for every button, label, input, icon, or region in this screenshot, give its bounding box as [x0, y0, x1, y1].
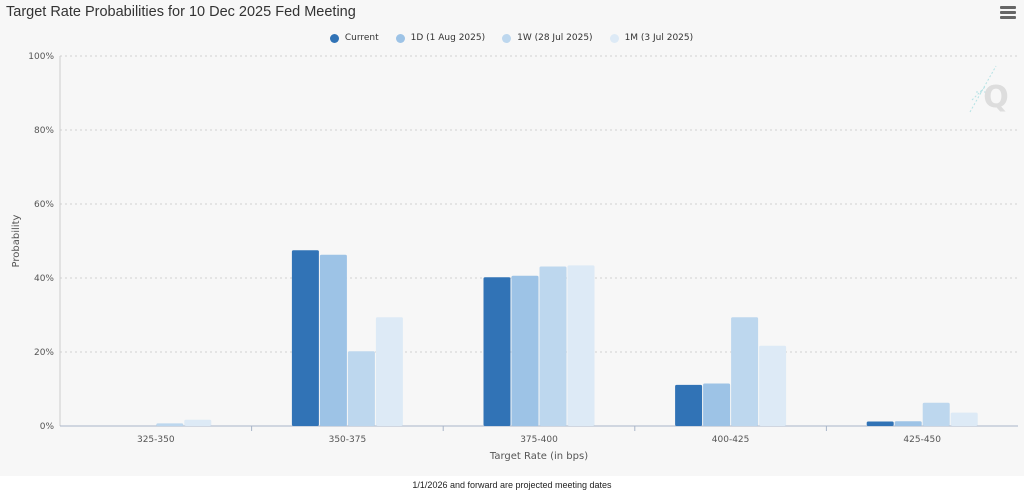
bar-400-425-1d[interactable]	[703, 383, 731, 426]
bar-375-400-1w[interactable]	[539, 266, 567, 426]
x-tick-label: 350-375	[329, 435, 367, 445]
legend-item-1m[interactable]: 1M (3 Jul 2025)	[609, 33, 694, 43]
legend-marker-icon	[502, 33, 512, 43]
bar-400-425-current[interactable]	[675, 384, 703, 426]
chart-legend: Current 1D (1 Aug 2025) 1W (28 Jul 2025)…	[0, 33, 1024, 43]
y-tick-label: 60%	[34, 200, 54, 210]
legend-label: 1W (28 Jul 2025)	[517, 33, 593, 43]
y-tick-label: 80%	[34, 126, 54, 136]
legend-label: 1M (3 Jul 2025)	[624, 33, 694, 43]
y-tick-label: 100%	[28, 52, 54, 62]
bar-325-350-1w[interactable]	[156, 423, 184, 426]
y-axis-title: Probability	[11, 214, 22, 267]
bar-375-400-1d[interactable]	[511, 275, 539, 426]
chart-panel: Target Rate Probabilities for 10 Dec 202…	[0, 4, 1024, 462]
x-tick-label: 325-350	[137, 435, 175, 445]
hamburger-menu-icon[interactable]	[1000, 6, 1016, 20]
legend-marker-icon	[395, 33, 405, 43]
bar-325-350-1m[interactable]	[184, 419, 212, 426]
bar-425-450-current[interactable]	[866, 421, 894, 426]
footnote: 1/1/2026 and forward are projected meeti…	[412, 480, 612, 490]
legend-item-1w[interactable]: 1W (28 Jul 2025)	[502, 33, 593, 43]
bar-350-375-current[interactable]	[291, 250, 319, 426]
bar-425-450-1m[interactable]	[950, 412, 978, 426]
y-tick-label: 0%	[40, 422, 55, 432]
axes	[59, 56, 1018, 431]
legend-marker-icon	[609, 33, 619, 43]
bar-400-425-1w[interactable]	[731, 317, 759, 426]
bar-350-375-1m[interactable]	[375, 317, 403, 426]
y-tick-label: 20%	[34, 348, 54, 358]
x-tick-label: 425-450	[903, 435, 941, 445]
legend-marker-icon	[329, 33, 339, 43]
bars	[156, 250, 978, 426]
watermark-letter: Q	[983, 80, 1009, 115]
bar-chart: Q 0% 20% 40% 60% 80% 100% 325-350 350-375 375-40…	[11, 52, 1018, 462]
legend-item-current[interactable]: Current	[329, 33, 379, 43]
quikstrike-q-logo-icon: Q	[969, 65, 1009, 115]
legend-label: Current	[344, 33, 379, 43]
bar-425-450-1w[interactable]	[922, 402, 950, 426]
legend-label: 1D (1 Aug 2025)	[410, 33, 486, 43]
bar-350-375-1w[interactable]	[347, 351, 375, 426]
bar-400-425-1m[interactable]	[759, 345, 787, 426]
bar-350-375-1d[interactable]	[319, 254, 347, 426]
legend-item-1d[interactable]: 1D (1 Aug 2025)	[395, 33, 486, 43]
grid-lines	[60, 55, 1018, 353]
bar-375-400-current[interactable]	[483, 277, 511, 426]
y-tick-label: 40%	[34, 274, 54, 284]
chart-title: Target Rate Probabilities for 10 Dec 202…	[6, 4, 356, 20]
bar-375-400-1m[interactable]	[567, 265, 595, 426]
x-tick-label: 375-400	[520, 435, 558, 445]
x-tick-label: 400-425	[712, 435, 750, 445]
x-axis-title: Target Rate (in bps)	[489, 451, 588, 462]
bar-425-450-1d[interactable]	[894, 421, 922, 426]
axis-labels: 0% 20% 40% 60% 80% 100% 325-350 350-375 375-400 4…	[11, 52, 941, 462]
